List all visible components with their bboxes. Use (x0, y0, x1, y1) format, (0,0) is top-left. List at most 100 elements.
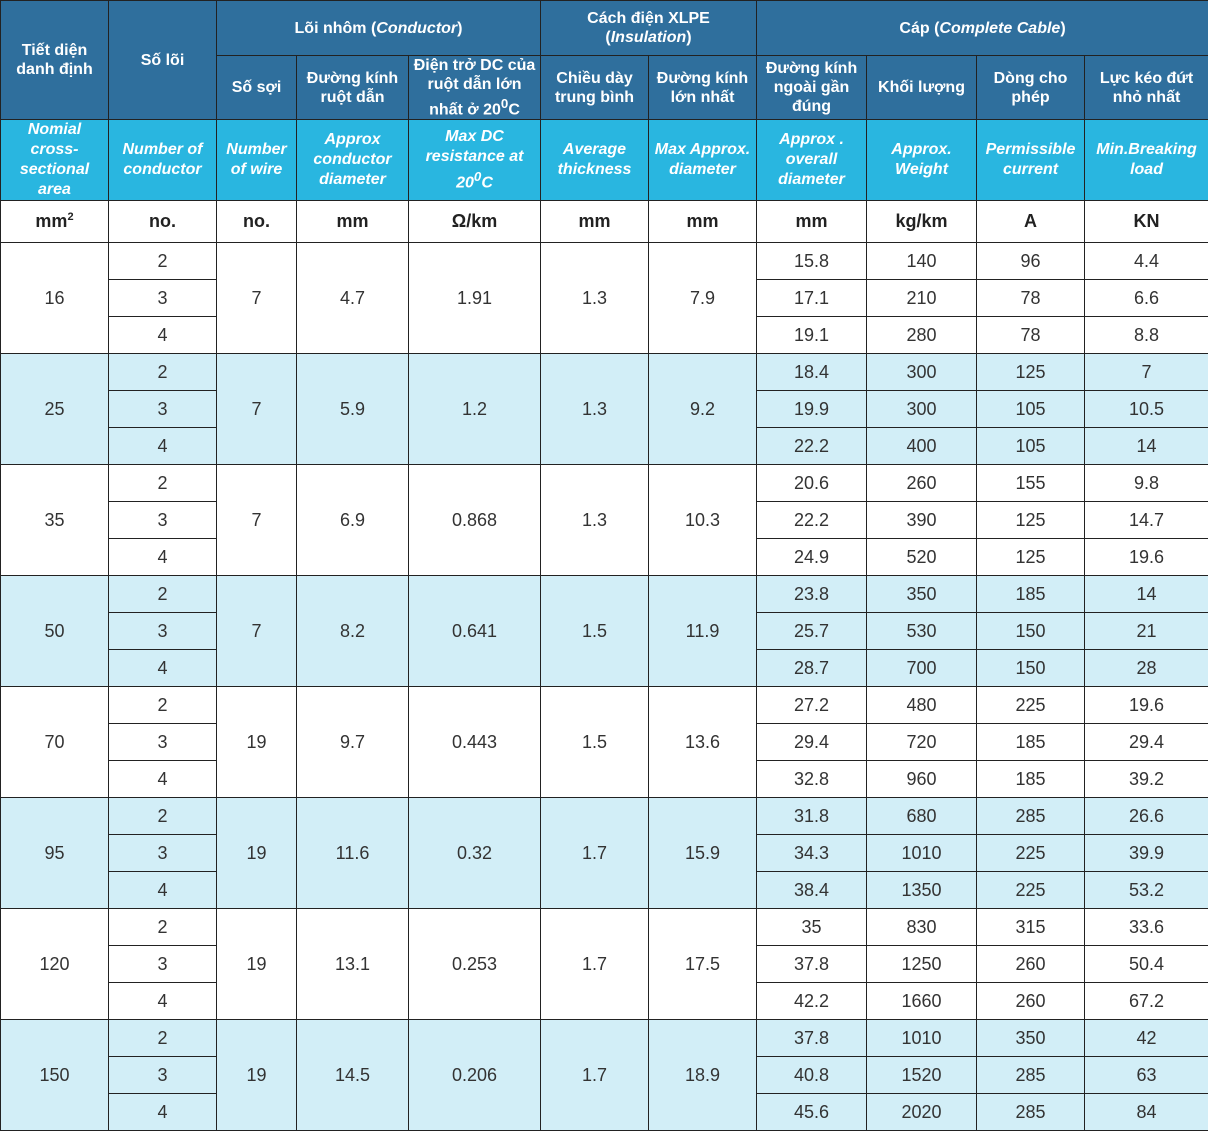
cell-weight: 210 (867, 280, 977, 317)
cell-overall-diam: 23.8 (757, 576, 867, 613)
cell-section: 16 (1, 243, 109, 354)
cell-cond-diam: 11.6 (297, 798, 409, 909)
cell-avg-thick: 1.3 (541, 243, 649, 354)
cell-weight: 280 (867, 317, 977, 354)
cell-current: 125 (977, 354, 1085, 391)
cell-weight: 140 (867, 243, 977, 280)
cell-current: 96 (977, 243, 1085, 280)
cell-current: 105 (977, 428, 1085, 465)
unit-current: A (977, 201, 1085, 243)
cell-cores: 3 (109, 280, 217, 317)
cell-weight: 1350 (867, 872, 977, 909)
group-conductor-en: Conductor (376, 20, 457, 37)
group-cable: Cáp (Complete Cable) (757, 1, 1208, 56)
cell-current: 350 (977, 1020, 1085, 1057)
cell-overall-diam: 20.6 (757, 465, 867, 502)
cell-max-diam: 18.9 (649, 1020, 757, 1131)
cell-dc-res: 0.443 (409, 687, 541, 798)
cell-breaking: 14 (1085, 428, 1208, 465)
cell-breaking: 50.4 (1085, 946, 1208, 983)
cell-cores: 2 (109, 687, 217, 724)
cell-breaking: 8.8 (1085, 317, 1208, 354)
unit-dc-res: Ω/km (409, 201, 541, 243)
cell-breaking: 33.6 (1085, 909, 1208, 946)
cell-cores: 4 (109, 983, 217, 1020)
cell-overall-diam: 18.4 (757, 354, 867, 391)
cell-current: 315 (977, 909, 1085, 946)
cell-cond-diam: 13.1 (297, 909, 409, 1020)
cell-breaking: 84 (1085, 1094, 1208, 1131)
cell-weight: 300 (867, 391, 977, 428)
unit-cond-diam: mm (297, 201, 409, 243)
cell-wires: 7 (217, 465, 297, 576)
cell-breaking: 29.4 (1085, 724, 1208, 761)
cell-current: 260 (977, 946, 1085, 983)
cell-wires: 19 (217, 1020, 297, 1131)
cell-overall-diam: 45.6 (757, 1094, 867, 1131)
cell-cores: 2 (109, 243, 217, 280)
col-dc-res-en: Max DC resistance at 200C (409, 120, 541, 201)
group-cable-en: Complete Cable (939, 20, 1060, 37)
col-avg-thick-vi: Chiều dày trung bình (541, 56, 649, 120)
cell-weight: 1250 (867, 946, 977, 983)
cell-weight: 1010 (867, 835, 977, 872)
cell-cores: 3 (109, 613, 217, 650)
cell-current: 285 (977, 798, 1085, 835)
cell-cores: 3 (109, 946, 217, 983)
cell-breaking: 21 (1085, 613, 1208, 650)
cell-overall-diam: 19.9 (757, 391, 867, 428)
cell-wires: 19 (217, 687, 297, 798)
cell-cores: 2 (109, 1020, 217, 1057)
unit-avg-thick: mm (541, 201, 649, 243)
cell-weight: 1660 (867, 983, 977, 1020)
col-current-en: Permissible current (977, 120, 1085, 201)
cell-max-diam: 11.9 (649, 576, 757, 687)
unit-breaking: KN (1085, 201, 1208, 243)
cell-weight: 720 (867, 724, 977, 761)
cell-cores: 4 (109, 872, 217, 909)
cell-cores: 3 (109, 1057, 217, 1094)
cell-section: 70 (1, 687, 109, 798)
cell-max-diam: 9.2 (649, 354, 757, 465)
cell-section: 35 (1, 465, 109, 576)
cell-weight: 2020 (867, 1094, 977, 1131)
cell-breaking: 39.9 (1085, 835, 1208, 872)
cell-current: 285 (977, 1057, 1085, 1094)
cell-dc-res: 1.91 (409, 243, 541, 354)
cell-section: 95 (1, 798, 109, 909)
cell-max-diam: 15.9 (649, 798, 757, 909)
cell-section: 150 (1, 1020, 109, 1131)
cell-cores: 3 (109, 391, 217, 428)
cell-breaking: 14.7 (1085, 502, 1208, 539)
cell-weight: 520 (867, 539, 977, 576)
cell-breaking: 42 (1085, 1020, 1208, 1057)
cell-breaking: 26.6 (1085, 798, 1208, 835)
col-weight-en: Approx. Weight (867, 120, 977, 201)
cell-weight: 260 (867, 465, 977, 502)
dc-res-en-tail: C (481, 174, 493, 191)
cell-weight: 390 (867, 502, 977, 539)
cell-current: 155 (977, 465, 1085, 502)
cell-current: 185 (977, 576, 1085, 613)
cell-current: 105 (977, 391, 1085, 428)
col-overall-diam-en: Approx . overall diameter (757, 120, 867, 201)
cell-weight: 960 (867, 761, 977, 798)
col-wires-en: Number of wire (217, 120, 297, 201)
cell-wires: 19 (217, 798, 297, 909)
cell-breaking: 53.2 (1085, 872, 1208, 909)
cell-overall-diam: 42.2 (757, 983, 867, 1020)
cell-breaking: 39.2 (1085, 761, 1208, 798)
cell-cores: 4 (109, 428, 217, 465)
cell-current: 125 (977, 539, 1085, 576)
col-breaking-vi: Lực kéo đứt nhỏ nhất (1085, 56, 1208, 120)
col-weight-vi: Khối lượng (867, 56, 977, 120)
cell-cores: 2 (109, 576, 217, 613)
